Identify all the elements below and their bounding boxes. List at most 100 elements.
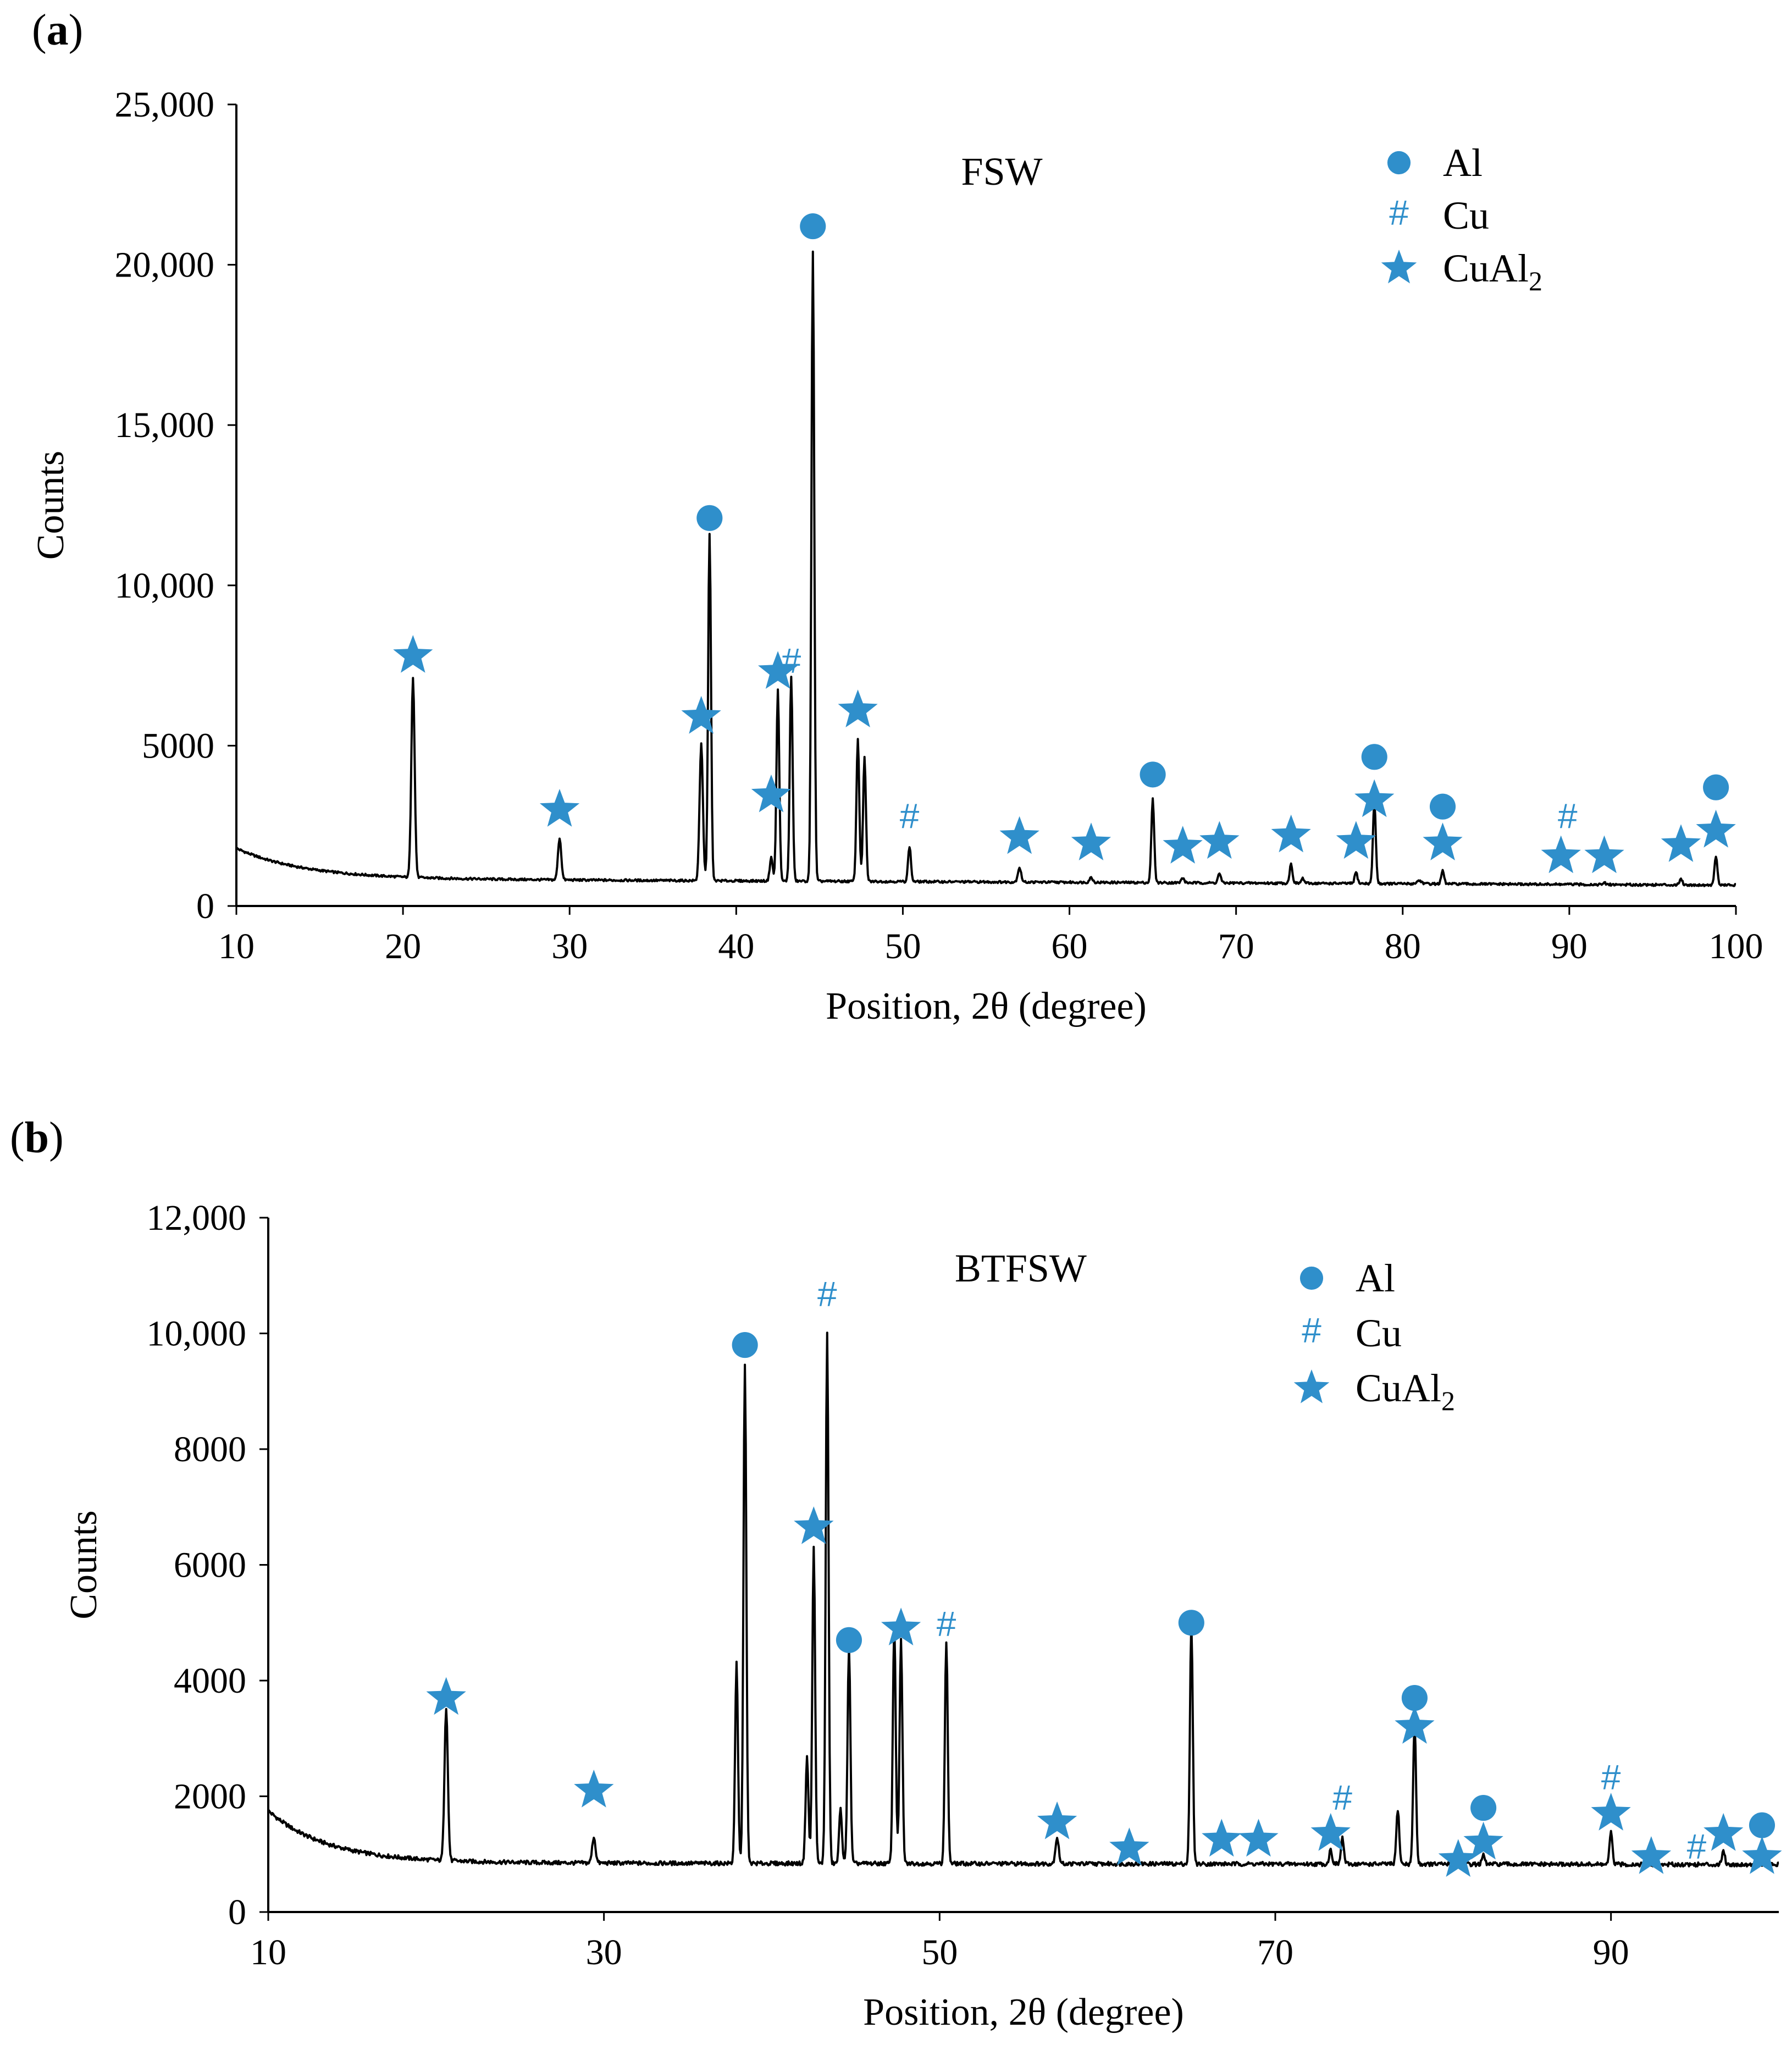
y-tick-label: 0: [196, 886, 214, 926]
y-tick-label: 25,000: [115, 85, 215, 125]
y-tick-label: 6000: [174, 1545, 246, 1585]
peak-star-marker: [1271, 814, 1311, 853]
x-tick-label: 90: [1593, 1932, 1629, 1972]
y-tick-label: 10,000: [147, 1314, 247, 1354]
peak-star-marker: [881, 1607, 921, 1645]
peak-star-marker: [1310, 1813, 1351, 1851]
y-tick-label: 10,000: [115, 566, 215, 606]
peak-star-marker: [794, 1506, 834, 1544]
peak-star-marker: [1109, 1827, 1149, 1865]
y-tick-label: 0: [228, 1892, 246, 1932]
legend-circle-icon: [1387, 151, 1411, 175]
peak-circle-marker: [696, 505, 723, 531]
peak-star-marker: [1742, 1836, 1782, 1874]
peak-hash-marker: #: [937, 1604, 956, 1644]
panel-b-label: (b): [10, 1114, 64, 1162]
peak-hash-marker: #: [817, 1274, 837, 1314]
peak-hash-marker: #: [1687, 1827, 1707, 1866]
legend-label: CuAl2: [1356, 1366, 1455, 1416]
peak-star-marker: [1463, 1821, 1503, 1860]
peak-circle-marker: [1401, 1685, 1428, 1711]
x-tick-label: 30: [551, 926, 588, 966]
legend-label: Cu: [1443, 194, 1489, 237]
y-tick-label: 2000: [174, 1777, 246, 1817]
panel-a-label: (a): [32, 6, 84, 54]
peak-star-marker: [1071, 822, 1111, 860]
peak-circle-marker: [1703, 774, 1729, 800]
legend-circle-icon: [1299, 1266, 1324, 1290]
y-axis-title: Counts: [63, 1510, 105, 1619]
peak-star-marker: [1336, 821, 1376, 859]
legend-star-icon: [1381, 250, 1417, 284]
legend-label: Al: [1443, 141, 1483, 185]
y-tick-label: 20,000: [115, 245, 215, 285]
legend-hash-icon: #: [1389, 193, 1409, 233]
peak-star-marker: [681, 695, 721, 734]
y-tick-label: 4000: [174, 1661, 246, 1701]
peak-hash-marker: #: [1601, 1758, 1621, 1797]
peak-star-marker: [1703, 1813, 1744, 1851]
xrd-pattern-line: [267, 1331, 1779, 1868]
peak-star-marker: [1163, 826, 1203, 864]
peak-star-marker: [1202, 1819, 1242, 1857]
peak-circle-marker: [1140, 761, 1166, 788]
x-tick-label: 50: [921, 1932, 958, 1972]
y-tick-label: 5000: [142, 726, 214, 766]
peak-circle-marker: [836, 1627, 862, 1653]
peak-circle-marker: [1749, 1812, 1776, 1838]
sample-label: FSW: [961, 150, 1043, 194]
y-tick-label: 8000: [174, 1429, 246, 1469]
y-tick-label: 12,000: [147, 1198, 247, 1238]
peak-star-marker: [1438, 1839, 1478, 1877]
x-tick-label: 100: [1709, 926, 1763, 966]
peak-star-marker: [1584, 835, 1624, 874]
peak-circle-marker: [1178, 1610, 1204, 1636]
peak-star-marker: [1541, 835, 1581, 874]
peak-star-marker: [426, 1677, 466, 1715]
peak-hash-marker: #: [1332, 1778, 1352, 1817]
chart-a: 10 20 30 40 50 60 70 80 90 100 0 5000 10,000 15,000 20…: [30, 85, 1763, 1027]
peak-star-marker: [838, 689, 878, 727]
x-tick-label: 10: [218, 926, 255, 966]
xrd-pattern-line: [235, 250, 1736, 887]
peak-star-marker: [393, 635, 433, 673]
peak-circle-marker: [800, 213, 826, 240]
peak-circle-marker: [1361, 744, 1387, 770]
x-tick-label: 30: [586, 1932, 622, 1972]
peak-hash-marker: #: [1558, 797, 1578, 836]
x-tick-label: 70: [1218, 926, 1254, 966]
peak-star-marker: [751, 774, 792, 813]
legend-star-icon: [1293, 1369, 1330, 1404]
peak-star-marker: [1238, 1819, 1279, 1857]
peak-star-marker: [1591, 1793, 1631, 1831]
x-axis-title: Position, 2θ (degree): [863, 1991, 1184, 2034]
legend-hash-icon: #: [1302, 1311, 1321, 1350]
peak-star-marker: [1199, 821, 1240, 859]
peak-star-marker: [1631, 1836, 1672, 1874]
peak-star-marker: [1354, 779, 1395, 817]
sample-label: BTFSW: [955, 1246, 1087, 1290]
peak-star-marker: [1423, 822, 1463, 860]
peak-star-marker: [574, 1770, 614, 1808]
x-tick-label: 50: [884, 926, 921, 966]
x-tick-label: 40: [718, 926, 754, 966]
legend-label: CuAl2: [1443, 246, 1542, 296]
peak-star-marker: [1696, 809, 1736, 848]
x-tick-label: 60: [1052, 926, 1088, 966]
peak-circle-marker: [732, 1331, 758, 1358]
peak-circle-marker: [1429, 793, 1456, 820]
x-tick-label: 70: [1257, 1932, 1293, 1972]
x-tick-label: 90: [1551, 926, 1588, 966]
y-axis-title: Counts: [30, 451, 72, 560]
peak-star-marker: [1395, 1706, 1435, 1744]
y-tick-label: 15,000: [115, 405, 215, 445]
peak-star-marker: [999, 816, 1039, 854]
peak-hash-marker: #: [900, 797, 920, 836]
peak-star-marker: [539, 789, 580, 827]
peak-star-marker: [1037, 1801, 1077, 1839]
legend-label: Al: [1356, 1256, 1395, 1300]
x-axis-title: Position, 2θ (degree): [826, 985, 1147, 1027]
chart-b: 10 30 50 70 90 0 2000 4000 6000 8000 10,000 12,000 P…: [63, 1198, 1782, 2034]
peak-circle-marker: [1470, 1794, 1497, 1821]
peak-star-marker: [1661, 824, 1701, 862]
